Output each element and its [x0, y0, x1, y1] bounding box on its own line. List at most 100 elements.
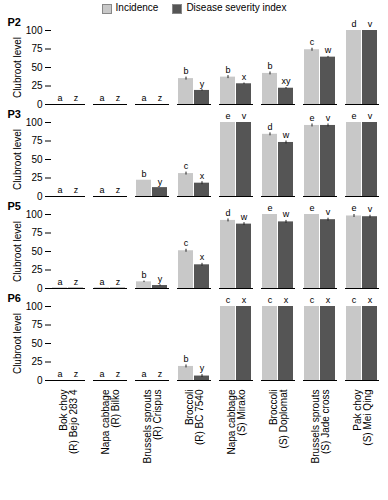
svg-text:v: v: [368, 19, 373, 29]
svg-text:75: 75: [31, 135, 43, 146]
svg-text:b: b: [141, 169, 146, 179]
svg-text:c: c: [184, 161, 189, 171]
svg-text:z: z: [74, 93, 79, 103]
svg-text:a: a: [57, 369, 62, 379]
svg-text:e: e: [225, 111, 230, 121]
svg-text:Clubroot level: Clubroot level: [12, 37, 23, 98]
svg-text:50: 50: [31, 338, 43, 349]
svg-text:x: x: [200, 252, 205, 262]
svg-text:Napa cabbage(S) Mirako: Napa cabbage(S) Mirako: [226, 389, 247, 454]
svg-text:c: c: [310, 37, 315, 47]
svg-text:e: e: [351, 203, 356, 213]
svg-text:y: y: [200, 79, 205, 89]
svg-text:100: 100: [26, 209, 43, 220]
svg-text:75: 75: [31, 319, 43, 330]
svg-text:25: 25: [31, 356, 43, 367]
svg-text:Napa cabbage(R) Bilko: Napa cabbage(R) Bilko: [100, 389, 121, 454]
svg-text:z: z: [116, 369, 121, 379]
svg-text:P5: P5: [8, 200, 21, 212]
svg-text:a: a: [57, 185, 62, 195]
svg-text:v: v: [326, 113, 331, 123]
svg-text:a: a: [141, 93, 146, 103]
svg-text:a: a: [99, 93, 104, 103]
svg-text:25: 25: [31, 80, 43, 91]
svg-text:a: a: [99, 277, 104, 287]
svg-text:a: a: [141, 369, 146, 379]
svg-text:25: 25: [31, 172, 43, 183]
svg-text:Clubroot level: Clubroot level: [12, 129, 23, 190]
svg-text:50: 50: [31, 246, 43, 257]
svg-text:Broccoli(R) BC 7540: Broccoli(R) BC 7540: [184, 389, 205, 445]
svg-text:v: v: [242, 111, 247, 121]
svg-text:Bok choy(R) Bejo 283 4: Bok choy(R) Bejo 283 4: [58, 389, 79, 454]
svg-text:e: e: [309, 203, 314, 213]
svg-text:z: z: [74, 369, 79, 379]
svg-text:Clubroot level: Clubroot level: [12, 313, 23, 374]
svg-text:z: z: [116, 93, 121, 103]
svg-text:100: 100: [26, 25, 43, 36]
svg-text:100: 100: [26, 301, 43, 312]
svg-text:v: v: [368, 204, 373, 214]
svg-text:Brussels sprouts(R) Crispus: Brussels sprouts(R) Crispus: [142, 390, 163, 464]
svg-text:Clubroot level: Clubroot level: [12, 221, 23, 282]
svg-text:y: y: [200, 363, 205, 373]
svg-text:z: z: [74, 185, 79, 195]
svg-text:P3: P3: [8, 108, 21, 120]
svg-text:y: y: [158, 177, 163, 187]
svg-text:v: v: [326, 207, 331, 217]
svg-text:50: 50: [31, 62, 43, 73]
svg-text:e: e: [267, 203, 272, 213]
svg-text:z: z: [116, 277, 121, 287]
svg-text:w: w: [282, 209, 290, 219]
svg-text:0: 0: [37, 375, 43, 386]
svg-text:d: d: [225, 208, 230, 218]
svg-text:x: x: [200, 171, 205, 181]
svg-text:50: 50: [31, 154, 43, 165]
svg-text:25: 25: [31, 264, 43, 275]
svg-text:z: z: [158, 93, 163, 103]
svg-text:0: 0: [37, 283, 43, 292]
svg-text:a: a: [57, 277, 62, 287]
svg-text:w: w: [282, 130, 290, 140]
svg-text:a: a: [99, 369, 104, 379]
svg-text:b: b: [225, 65, 230, 75]
svg-text:e: e: [309, 113, 314, 123]
svg-text:c: c: [310, 295, 315, 305]
svg-text:75: 75: [31, 227, 43, 238]
svg-text:x: x: [242, 72, 247, 82]
svg-text:z: z: [116, 185, 121, 195]
svg-text:0: 0: [37, 99, 43, 108]
svg-text:Brussels sprouts(S) Jade cross: Brussels sprouts(S) Jade cross: [310, 390, 331, 464]
svg-text:P2: P2: [8, 16, 21, 28]
svg-text:e: e: [351, 111, 356, 121]
svg-text:x: x: [326, 295, 331, 305]
svg-text:100: 100: [26, 117, 43, 128]
svg-text:P6: P6: [8, 292, 21, 304]
svg-text:b: b: [183, 66, 188, 76]
svg-text:w: w: [240, 212, 248, 222]
svg-text:x: x: [284, 295, 289, 305]
svg-text:x: x: [242, 295, 247, 305]
svg-text:b: b: [183, 354, 188, 364]
svg-text:Broccoli(S) Doplomat: Broccoli(S) Doplomat: [268, 389, 289, 448]
svg-text:c: c: [352, 295, 357, 305]
svg-text:z: z: [74, 277, 79, 287]
svg-text:Pak choy(S) Mei Qing: Pak choy(S) Mei Qing: [352, 390, 373, 446]
svg-text:b: b: [141, 270, 146, 280]
svg-text:0: 0: [37, 191, 43, 200]
svg-text:a: a: [99, 185, 104, 195]
svg-text:75: 75: [31, 43, 43, 54]
svg-text:w: w: [324, 45, 332, 55]
svg-text:b: b: [267, 61, 272, 71]
svg-text:c: c: [226, 295, 231, 305]
svg-text:c: c: [184, 238, 189, 248]
svg-text:xy: xy: [282, 76, 292, 86]
svg-text:c: c: [268, 295, 273, 305]
svg-text:a: a: [57, 93, 62, 103]
svg-text:x: x: [368, 295, 373, 305]
svg-text:d: d: [351, 19, 356, 29]
svg-text:d: d: [267, 122, 272, 132]
svg-text:v: v: [368, 111, 373, 121]
svg-text:y: y: [158, 274, 163, 284]
svg-text:z: z: [158, 369, 163, 379]
